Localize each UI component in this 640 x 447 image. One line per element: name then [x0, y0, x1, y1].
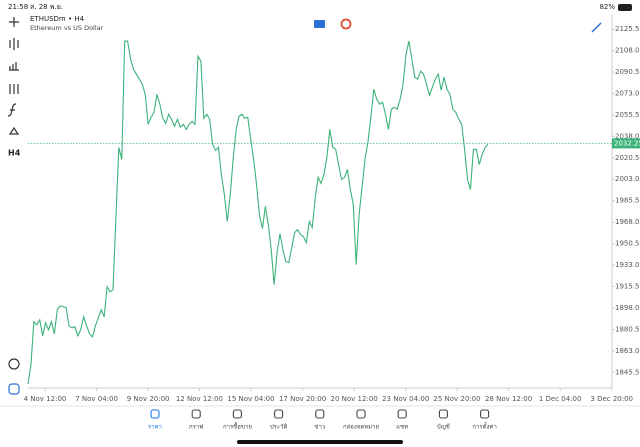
status-time: 21:58 — [8, 3, 28, 11]
account-icon[interactable] — [8, 383, 20, 395]
search-icon[interactable] — [8, 358, 20, 370]
home-indicator — [237, 440, 403, 444]
status-battery: 82% — [599, 3, 615, 11]
y-tick-label: 2090.50 — [615, 68, 640, 76]
y-tick-label: 1863.00 — [615, 347, 640, 355]
price-line — [27, 40, 489, 385]
y-tick-label: 2038.00 — [615, 132, 640, 140]
tab-icon[interactable] — [480, 409, 490, 419]
status-date: ส. 28 พ.ย. — [30, 3, 63, 11]
candles-icon[interactable] — [9, 38, 19, 50]
tab-label[interactable]: ข่าว — [314, 424, 325, 431]
y-tick-label: 2108.00 — [615, 47, 640, 55]
timeframe[interactable]: H4 — [8, 149, 21, 158]
x-tick-label: 17 Nov 20:00 — [279, 395, 326, 403]
x-tick-label: 7 Nov 04:00 — [75, 395, 118, 403]
x-tick-label: 28 Nov 12:00 — [485, 395, 532, 403]
tab-label[interactable]: การตั้งค่า — [472, 421, 496, 431]
current-price-box — [612, 138, 640, 149]
x-tick-label: 12 Nov 12:00 — [176, 395, 223, 403]
objects-icon[interactable] — [8, 126, 20, 135]
current-price-label: 2032.25 — [614, 139, 640, 147]
y-tick-label: 2055.50 — [615, 111, 640, 119]
crosshair-icon[interactable] — [9, 17, 19, 27]
x-tick-label: 4 Nov 12:00 — [24, 395, 67, 403]
tab-label[interactable]: บัญชี — [437, 423, 450, 431]
tab-label[interactable]: ราคา — [148, 424, 162, 431]
bars-icon[interactable] — [9, 62, 19, 71]
y-tick-label: 1898.00 — [615, 304, 640, 312]
tab-label[interactable]: แชท — [396, 424, 408, 431]
market-icon — [340, 18, 352, 30]
tab-icon[interactable] — [438, 409, 448, 419]
chart-subtitle: Ethereum vs US Dollar — [30, 24, 104, 32]
x-tick-label: 9 Nov 20:00 — [127, 395, 170, 403]
tab-icon[interactable] — [315, 409, 325, 419]
y-tick-label: 2020.50 — [615, 154, 640, 162]
y-tick-label: 1880.50 — [615, 325, 640, 333]
x-tick-label: 25 Nov 20:00 — [433, 395, 480, 403]
y-tick-label: 2125.50 — [615, 25, 640, 33]
tab-label[interactable]: การซื้อขาย — [223, 421, 252, 431]
draw-icon[interactable] — [591, 22, 602, 33]
x-tick-label: 23 Nov 04:00 — [382, 395, 429, 403]
tab-icon[interactable] — [191, 409, 201, 419]
tab-icon[interactable] — [232, 409, 242, 419]
y-tick-label: 1968.00 — [615, 218, 640, 226]
x-tick-label: 3 Dec 20:00 — [590, 395, 633, 403]
battery-icon — [618, 4, 632, 11]
tab-label[interactable]: ประวัติ — [270, 424, 288, 431]
left-toolbar — [7, 17, 20, 395]
tab-label[interactable]: กล่องจดหมาย — [343, 424, 379, 431]
y-tick-label: 2003.00 — [615, 175, 640, 183]
y-tick-label: 1845.50 — [615, 368, 640, 376]
chart-title: ETHUSDm • H4 — [30, 15, 85, 23]
y-tick-label: 2073.00 — [615, 89, 640, 97]
x-tick-label: 15 Nov 04:00 — [227, 395, 274, 403]
y-tick-label: 1950.50 — [615, 240, 640, 248]
function-icon[interactable] — [7, 103, 17, 117]
y-tick-label: 1915.50 — [615, 283, 640, 291]
tab-icon[interactable] — [274, 409, 284, 419]
y-tick-label: 1933.00 — [615, 261, 640, 269]
tab-label[interactable]: กราฟ — [189, 424, 203, 431]
y-tick-label: 1985.50 — [615, 197, 640, 205]
tab-icon[interactable] — [150, 409, 160, 419]
tab-icon[interactable] — [397, 409, 407, 419]
flag-icon — [314, 20, 325, 28]
x-tick-label: 1 Dec 04:00 — [539, 395, 582, 403]
tab-icon[interactable] — [356, 409, 366, 419]
indicators-icon[interactable] — [9, 84, 19, 94]
x-tick-label: 20 Nov 12:00 — [331, 395, 378, 403]
